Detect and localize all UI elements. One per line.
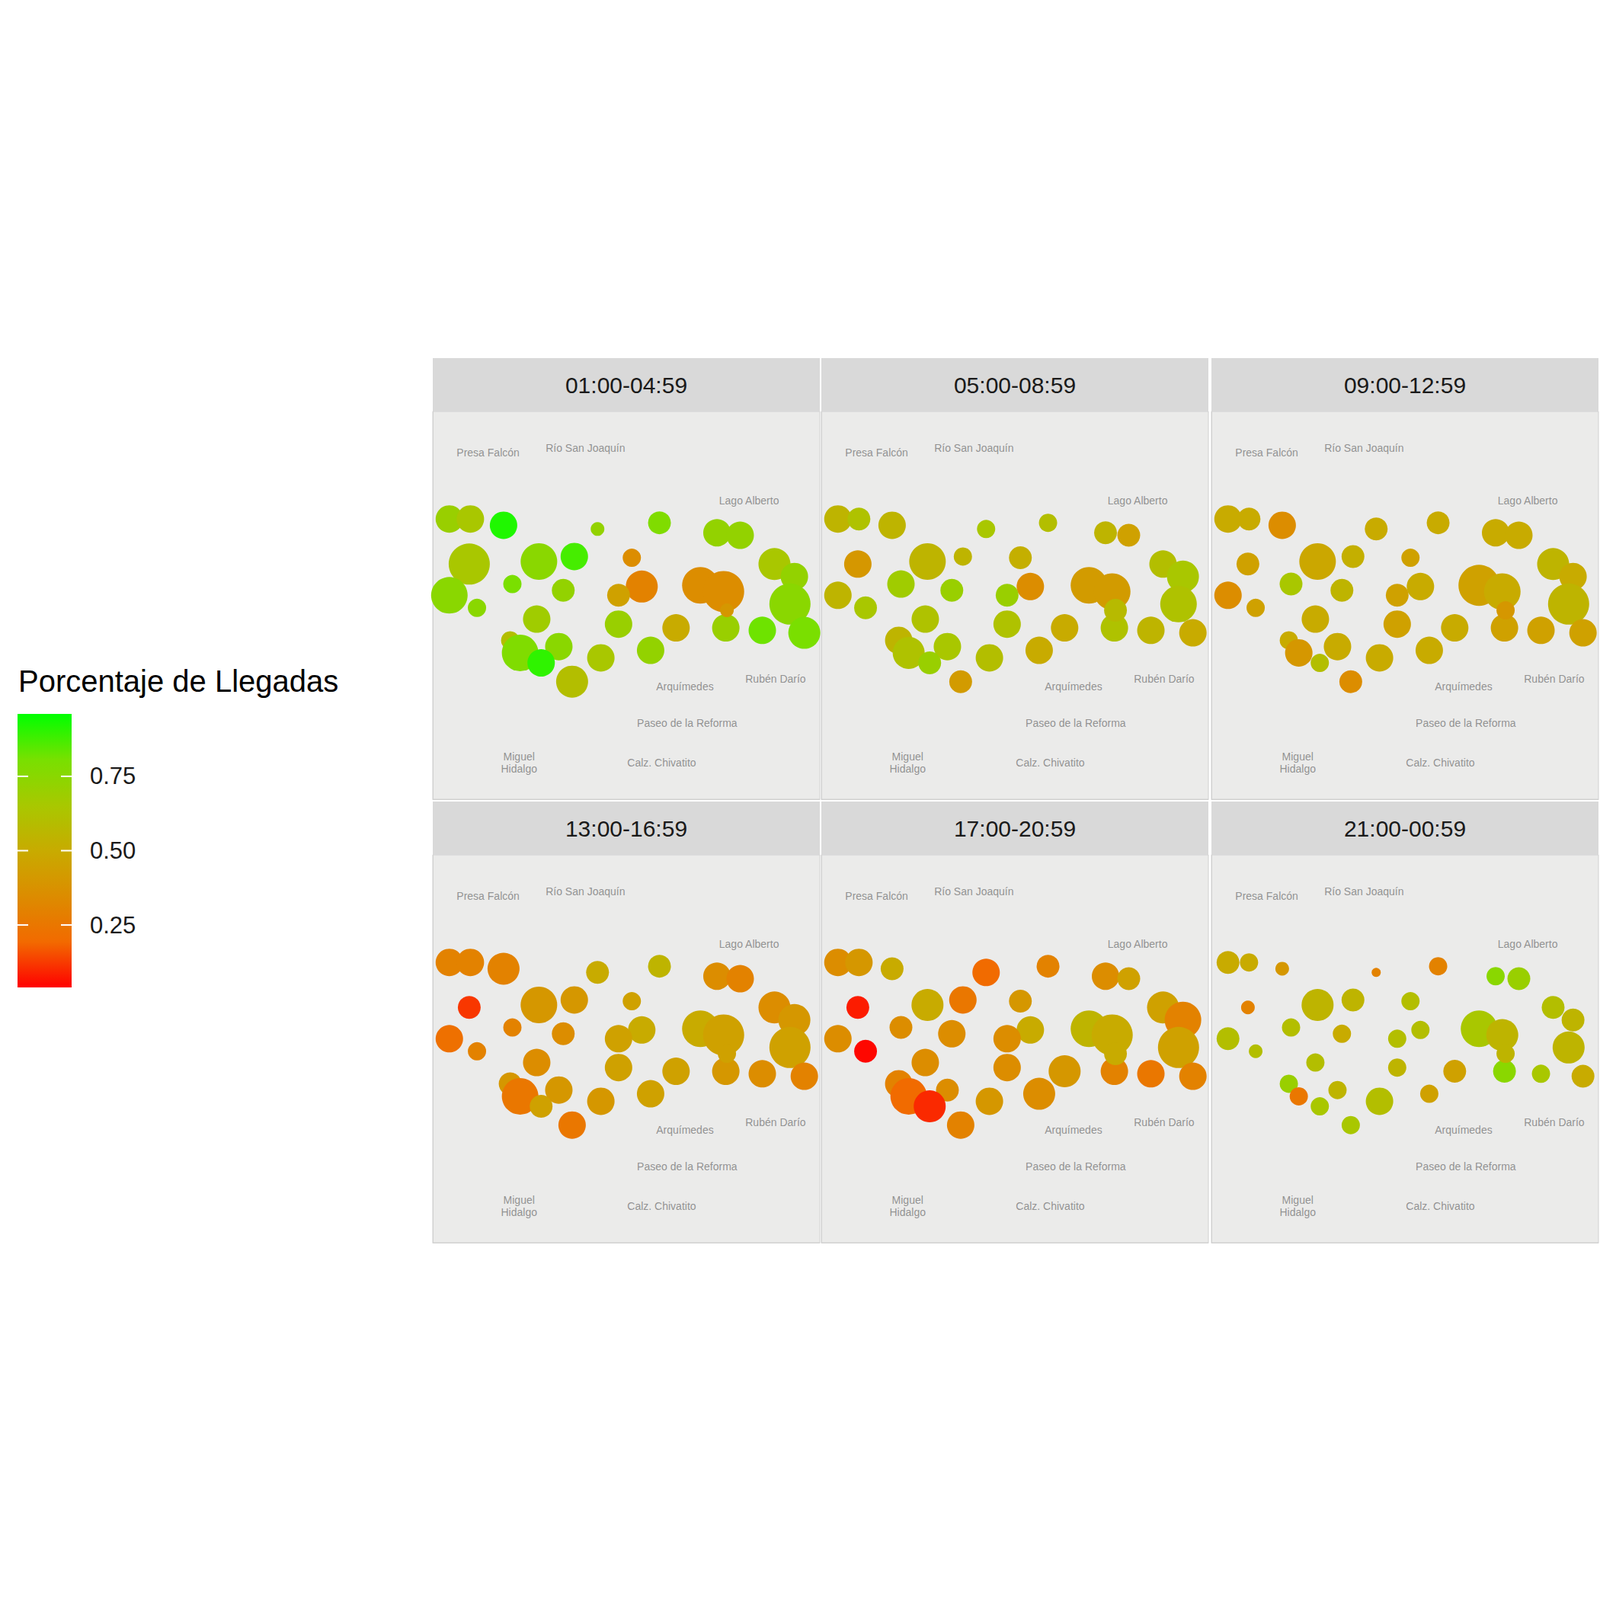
svg-text:Paseo de la Reforma: Paseo de la Reforma [1025,1160,1127,1173]
svg-text:Río San Joaquín: Río San Joaquín [545,885,625,898]
svg-text:Presa Falcón: Presa Falcón [844,446,908,459]
svg-text:Lago Alberto: Lago Alberto [1107,494,1168,507]
svg-text:Presa Falcón: Presa Falcón [1235,446,1298,459]
svg-text:13:00-16:59: 13:00-16:59 [565,816,688,842]
svg-text:Presa Falcón: Presa Falcón [456,446,519,459]
svg-text:05:00-08:59: 05:00-08:59 [953,372,1076,398]
svg-text:Miguel: Miguel [503,750,535,763]
svg-text:Hidalgo: Hidalgo [500,762,538,775]
svg-text:Miguel: Miguel [503,1193,535,1207]
svg-text:Rubén Darío: Rubén Darío [745,1116,807,1129]
svg-text:Calz. Chivatito: Calz. Chivatito [627,1200,696,1213]
svg-text:Porcentaje de Llegadas: Porcentaje de Llegadas [18,664,339,698]
svg-text:Rubén Darío: Rubén Darío [745,672,807,685]
svg-text:01:00-04:59: 01:00-04:59 [565,372,688,398]
svg-text:Río San Joaquín: Río San Joaquín [1324,441,1404,455]
svg-text:17:00-20:59: 17:00-20:59 [953,816,1076,842]
svg-text:Arquímedes: Arquímedes [1434,1123,1492,1136]
svg-text:Hidalgo: Hidalgo [500,1206,538,1219]
svg-text:Rubén Darío: Rubén Darío [1133,672,1195,685]
svg-text:Hidalgo: Hidalgo [889,1206,926,1219]
svg-text:Río San Joaquín: Río San Joaquín [1324,885,1404,898]
svg-text:0.25: 0.25 [89,912,136,939]
svg-text:Arquímedes: Arquímedes [1044,1123,1102,1136]
svg-text:Lago Alberto: Lago Alberto [1497,937,1559,951]
svg-text:Calz. Chivatito: Calz. Chivatito [1405,756,1475,769]
svg-text:Lago Alberto: Lago Alberto [719,937,780,951]
svg-text:Río San Joaquín: Río San Joaquín [545,441,625,455]
svg-text:Miguel: Miguel [1282,750,1314,763]
svg-text:0.75: 0.75 [89,762,136,790]
svg-text:Lago Alberto: Lago Alberto [719,494,780,507]
svg-text:Hidalgo: Hidalgo [1279,1206,1316,1219]
svg-text:Arquímedes: Arquímedes [656,680,714,693]
svg-text:Paseo de la Reforma: Paseo de la Reforma [1415,716,1517,730]
svg-text:Presa Falcón: Presa Falcón [1235,889,1298,903]
svg-text:Paseo de la Reforma: Paseo de la Reforma [1415,1160,1517,1173]
svg-text:Arquímedes: Arquímedes [1434,680,1492,693]
svg-text:Hidalgo: Hidalgo [889,762,926,775]
svg-text:Miguel: Miguel [892,750,924,763]
svg-text:Río San Joaquín: Río San Joaquín [934,885,1014,898]
svg-text:Arquímedes: Arquímedes [656,1123,714,1136]
svg-text:Calz. Chivatito: Calz. Chivatito [1405,1200,1475,1213]
svg-text:Rubén Darío: Rubén Darío [1133,1116,1195,1129]
svg-text:Río San Joaquín: Río San Joaquín [934,441,1014,455]
svg-text:Presa Falcón: Presa Falcón [844,889,908,903]
svg-text:Rubén Darío: Rubén Darío [1523,1116,1585,1129]
svg-text:Lago Alberto: Lago Alberto [1497,494,1559,507]
svg-text:21:00-00:59: 21:00-00:59 [1344,816,1466,842]
svg-text:Rubén Darío: Rubén Darío [1523,672,1585,685]
svg-text:Paseo de la Reforma: Paseo de la Reforma [1025,716,1127,730]
svg-text:Paseo de la Reforma: Paseo de la Reforma [636,716,738,730]
svg-text:09:00-12:59: 09:00-12:59 [1344,372,1466,398]
svg-text:Lago Alberto: Lago Alberto [1107,937,1168,951]
svg-text:Calz. Chivatito: Calz. Chivatito [1015,1200,1085,1213]
svg-text:Presa Falcón: Presa Falcón [456,889,519,903]
svg-text:Hidalgo: Hidalgo [1279,762,1316,775]
svg-text:0.50: 0.50 [89,837,136,864]
svg-text:Calz. Chivatito: Calz. Chivatito [627,756,696,769]
svg-text:Miguel: Miguel [892,1193,924,1207]
svg-text:Calz. Chivatito: Calz. Chivatito [1015,756,1085,769]
svg-text:Paseo de la Reforma: Paseo de la Reforma [636,1160,738,1173]
svg-text:Miguel: Miguel [1282,1193,1314,1207]
svg-text:Arquímedes: Arquímedes [1044,680,1102,693]
